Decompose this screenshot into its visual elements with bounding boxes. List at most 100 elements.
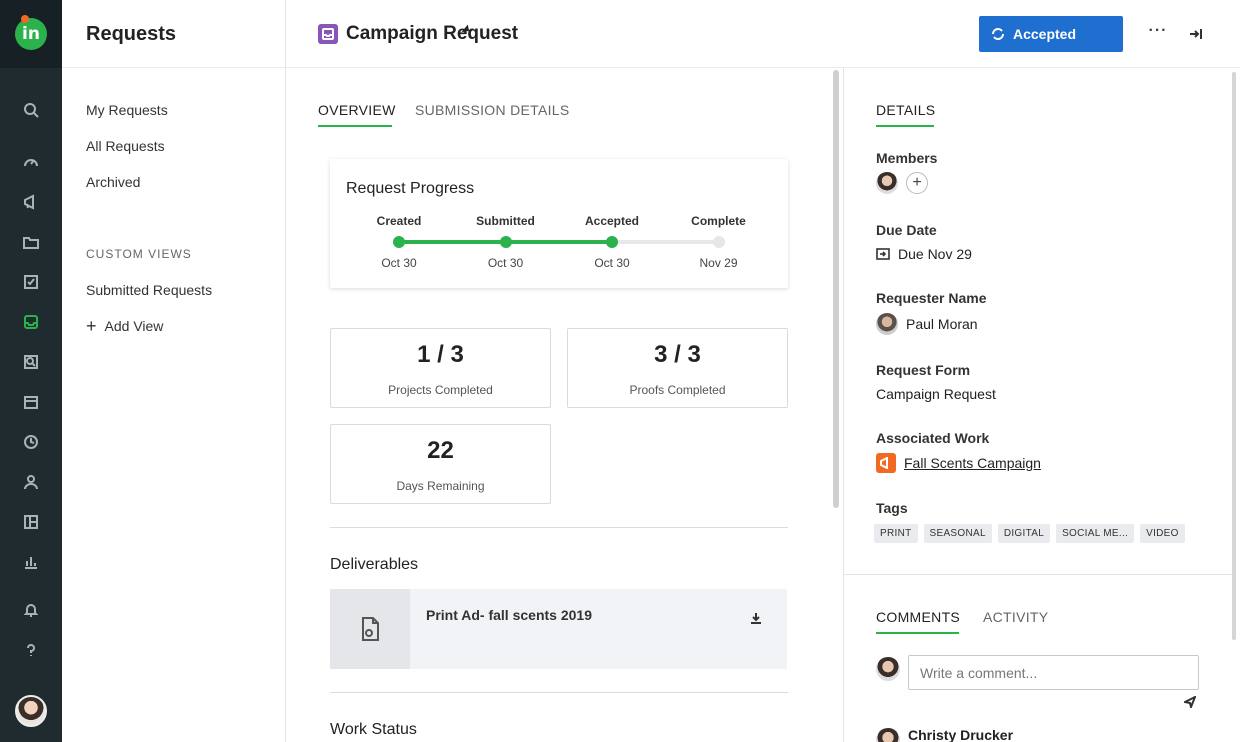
deliverable-item[interactable]: Print Ad- fall scents 2019 [330, 589, 787, 669]
progress-step-date: Oct 30 [594, 256, 630, 270]
nav-item-my-requests[interactable]: My Requests [86, 102, 168, 118]
tag-chip[interactable]: SEASONAL [923, 524, 992, 543]
request-form-label: Request Form [876, 362, 971, 378]
active-tab-indicator [318, 125, 392, 127]
stat-label: Projects Completed [388, 383, 493, 397]
page-header: Campaign Request Accepted ··· [286, 0, 1240, 68]
progress-step-date: Oct 30 [487, 256, 524, 270]
reports-chart-icon[interactable] [0, 550, 62, 574]
notifications-bell-icon[interactable] [0, 598, 62, 622]
requester-label: Requester Name [876, 290, 987, 306]
app-logo[interactable]: in [15, 15, 47, 50]
progress-step-node [712, 236, 725, 248]
progress-step-date: Oct 30 [381, 256, 417, 270]
dashboard-icon[interactable] [0, 150, 62, 174]
progress-title: Request Progress [346, 180, 475, 197]
stat-value: 22 [427, 437, 454, 464]
tab-comments[interactable]: COMMENTS [876, 609, 961, 625]
main-scrollbar[interactable] [833, 70, 839, 508]
progress-step-label: Complete [691, 214, 746, 228]
stat-label: Proofs Completed [629, 383, 726, 397]
help-question-icon[interactable] [0, 638, 62, 662]
proofs-completed-card: 3 / 3 Proofs Completed [567, 328, 788, 408]
progress-track-segment [505, 240, 612, 244]
collapse-panel-icon[interactable] [1186, 24, 1206, 44]
commenter-name: Christy Drucker [908, 727, 1014, 742]
members-label: Members [876, 150, 938, 166]
time-clock-icon[interactable] [0, 430, 62, 454]
stat-label: Days Remaining [396, 479, 485, 493]
tag-chip[interactable]: PRINT [874, 524, 918, 543]
progress-step-node [606, 236, 618, 248]
requester-field: Paul Moran [876, 313, 978, 335]
due-date-field[interactable]: Due Nov 29 [876, 246, 972, 262]
send-icon[interactable] [1181, 694, 1198, 711]
tag-chip[interactable]: VIDEO [1140, 524, 1185, 543]
campaign-megaphone-icon [876, 453, 896, 473]
people-icon[interactable] [0, 470, 62, 494]
add-view-button[interactable]: + Add View [86, 317, 164, 335]
stat-value: 1 / 3 [417, 341, 464, 368]
search-icon[interactable] [0, 98, 62, 122]
folder-icon[interactable] [0, 230, 62, 254]
comment-input[interactable] [908, 655, 1199, 690]
members-list: + [876, 172, 928, 194]
days-remaining-card: 22 Days Remaining [330, 424, 551, 504]
logo-area: in [0, 0, 62, 68]
deliverables-heading: Deliverables [330, 556, 419, 573]
member-avatar[interactable] [876, 172, 898, 194]
tags-list: PRINT SEASONAL DIGITAL SOCIAL ME... VIDE… [874, 524, 1185, 543]
status-label: Accepted [1013, 26, 1077, 42]
progress-step-label: Created [376, 214, 422, 228]
nav-item-archived[interactable]: Archived [86, 174, 141, 190]
tags-label: Tags [876, 500, 908, 516]
tab-activity[interactable]: ACTIVITY [983, 609, 1049, 625]
requests-inbox-icon[interactable] [0, 310, 62, 334]
nav-header-divider [62, 67, 286, 68]
layout-panel-icon[interactable] [0, 510, 62, 534]
tag-chip[interactable]: DIGITAL [997, 524, 1051, 543]
due-date-icon [876, 248, 890, 260]
active-tab-indicator [876, 632, 959, 634]
download-icon[interactable] [750, 611, 764, 625]
projects-completed-card: 1 / 3 Projects Completed [330, 328, 551, 408]
tag-chip[interactable]: SOCIAL ME... [1056, 524, 1135, 543]
request-form-value: Campaign Request [876, 386, 996, 402]
overview-panel: OVERVIEW SUBMISSION DETAILS Request Prog… [286, 68, 834, 742]
details-panel: DETAILS Members + Due Date Due Nov 29 Re… [843, 68, 1240, 742]
add-member-button[interactable]: + [906, 172, 928, 194]
file-document-icon [330, 589, 410, 669]
tab-overview[interactable]: OVERVIEW [318, 102, 396, 118]
associated-work-field[interactable]: Fall Scents Campaign [876, 453, 1041, 473]
stat-value: 3 / 3 [654, 341, 701, 368]
deliverable-name[interactable]: Print Ad- fall scents 2019 [426, 607, 592, 623]
due-date-value: Due Nov 29 [898, 246, 972, 262]
more-options-button[interactable]: ··· [1148, 22, 1168, 39]
refresh-cycle-icon [992, 28, 1004, 40]
status-dropdown-button[interactable]: Accepted [979, 16, 1123, 52]
requests-nav: Requests My Requests All Requests Archiv… [62, 0, 286, 742]
due-date-label: Due Date [876, 222, 937, 238]
add-view-label: Add View [104, 318, 164, 334]
user-avatar[interactable] [15, 695, 47, 727]
nav-item-all-requests[interactable]: All Requests [86, 138, 165, 154]
request-inbox-icon [318, 24, 338, 44]
nav-item-submitted-requests[interactable]: Submitted Requests [86, 282, 213, 298]
details-scrollbar[interactable] [1232, 72, 1236, 640]
panel-divider [844, 574, 1232, 575]
requester-name: Paul Moran [906, 316, 978, 332]
associated-work-link[interactable]: Fall Scents Campaign [904, 455, 1041, 471]
icon-rail: in [0, 0, 62, 742]
tab-submission-details[interactable]: SUBMISSION DETAILS [415, 102, 570, 118]
proof-review-icon[interactable] [0, 350, 62, 374]
calendar-icon[interactable] [0, 390, 62, 414]
progress-step-label: Submitted [476, 214, 535, 228]
tab-details[interactable]: DETAILS [876, 102, 936, 118]
nav-title: Requests [86, 23, 177, 45]
progress-step-node [393, 236, 405, 248]
progress-step-node [499, 236, 512, 248]
request-progress-card: Request Progress Created Oct 30 Submitted O… [330, 159, 788, 288]
campaign-megaphone-icon[interactable] [0, 190, 62, 214]
progress-track-segment [612, 240, 719, 244]
tasks-check-icon[interactable] [0, 270, 62, 294]
